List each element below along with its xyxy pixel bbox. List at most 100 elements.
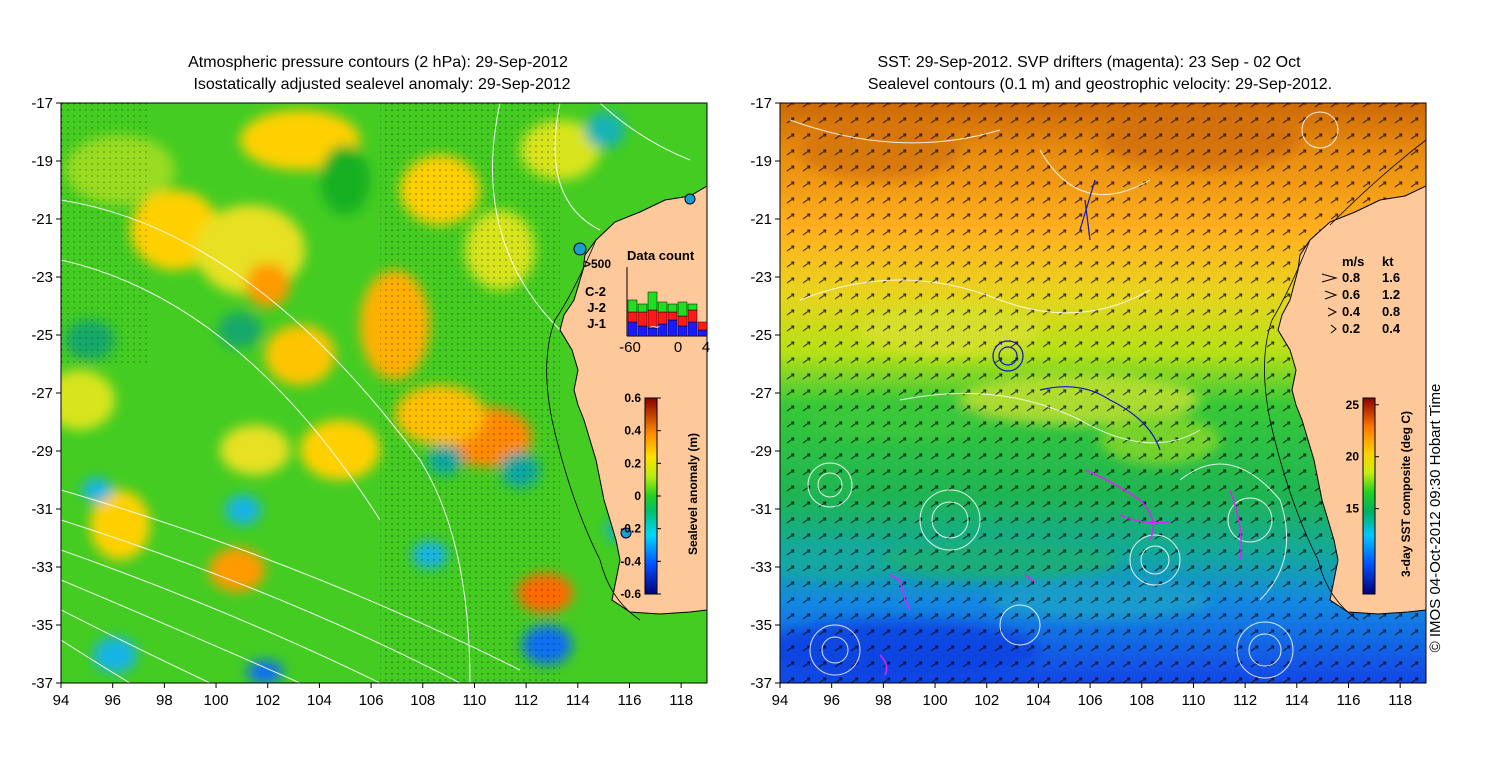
right-lon-tick-label: 114: [1285, 692, 1309, 709]
data-count-bar-segment: [677, 301, 688, 317]
right-lat-tick-label: -37: [750, 675, 772, 692]
left-lon-tick-label: 114: [566, 692, 590, 709]
sst-map: [780, 103, 1426, 683]
left-lat-tick-label: -27: [31, 385, 53, 402]
pressure-contours: [61, 103, 691, 683]
right-title-line2: Sealevel contours (0.1 m) and geostrophi…: [868, 76, 1332, 93]
right-lat-tick-label: -35: [750, 617, 772, 634]
right-panel: SST: 29-Sep-2012. SVP drifters (magenta)…: [779, 54, 1444, 684]
data-count-bar-segment: [637, 311, 648, 327]
right-lon-tick-label: 106: [1078, 692, 1103, 709]
right-title-line1: SST: 29-Sep-2012. SVP drifters (magenta)…: [877, 54, 1301, 71]
left-lon-tick-label: 112: [514, 692, 538, 709]
left-lon-tick-label: 110: [462, 692, 486, 709]
sla-colorbar-ticks: 0.6 0.4 0.2 0 -0.2 -0.4 -0.6: [620, 391, 661, 601]
right-lon-tick-label: 116: [1337, 692, 1361, 709]
velocity-legend: m/s kt 0.8 1.6 0.6 1.2 0.4 0.8 0.2 0.4: [1321, 254, 1401, 336]
data-count-tick-2: 0: [674, 339, 682, 356]
right-lon-tick-label: 104: [1026, 692, 1051, 709]
velocity-kt-value: 0.8: [1382, 304, 1400, 319]
right-lon-tick-label: 100: [923, 692, 948, 709]
australia-land-right: [1277, 185, 1426, 615]
left-title-line1: Atmospheric pressure contours (2 hPa): 2…: [188, 54, 568, 71]
left-lat-tick-label: -33: [31, 559, 53, 576]
right-lon-tick-label: 108: [1129, 692, 1154, 709]
right-lat-tick-label: -27: [750, 385, 772, 402]
data-count-bar-segment: [627, 321, 638, 337]
sla-colorbar-label: Sealevel anomaly (m): [686, 433, 700, 555]
sla-colorbar: 0.6 0.4 0.2 0 -0.2 -0.4 -0.6 Sealevel anomaly …: [620, 391, 700, 601]
legend-j1: J-1: [587, 316, 606, 331]
sst-ticks-label: 15: [1346, 502, 1360, 516]
data-count-tick-1: -60: [619, 339, 641, 356]
left-lon-tick-label: 108: [410, 692, 435, 709]
left-lon-tick-label: 116: [618, 692, 642, 709]
sla-ticks-label: 0.2: [624, 456, 641, 470]
velocity-ms-value: 0.8: [1342, 270, 1360, 285]
velocity-arrow-icon: [1324, 290, 1338, 300]
velocity-arrow-icon: [1330, 324, 1337, 334]
left-lat-tick-label: -23: [31, 269, 53, 286]
right-lat-tick-label: -25: [750, 327, 772, 344]
sla-ticks-label: 0.4: [624, 424, 641, 438]
left-lon-tick-label: 104: [307, 692, 332, 709]
left-lon-tick-label: 102: [255, 692, 280, 709]
left-lon-tick-label: 100: [204, 692, 229, 709]
velocity-legend-kt-header: kt: [1382, 254, 1394, 269]
data-count-bar-segment: [627, 311, 638, 323]
left-lat-tick-label: -35: [31, 617, 53, 634]
sst-ticks-label: 25: [1346, 398, 1360, 412]
data-count-bar-segment: [687, 321, 698, 337]
sealevel-contours: [789, 111, 1339, 679]
depth-label: >500: [584, 257, 611, 271]
credit-text: © IMOS 04-Oct-2012 09:30 Hobart Time: [1427, 384, 1444, 653]
left-lat-tick-label: -17: [31, 95, 53, 112]
left-lat-tick-label: -21: [31, 211, 53, 228]
data-count-bar-segment: [657, 301, 668, 313]
sla-ticks-label: 0: [634, 489, 641, 503]
data-count-tick-3: 4: [702, 339, 710, 356]
velocity-kt-value: 0.4: [1382, 321, 1401, 336]
data-count-bar-segment: [687, 303, 698, 311]
left-panel: Atmospheric pressure contours (2 hPa): 2…: [60, 54, 710, 684]
left-lat-tick-label: -37: [31, 675, 53, 692]
data-count-bar-segment: [687, 309, 698, 323]
left-lon-tick-label: 118: [669, 692, 693, 709]
current-eddies: [992, 179, 1161, 451]
data-count-bar-segment: [697, 329, 708, 337]
right-lon-tick-label: 110: [1181, 692, 1205, 709]
velocity-arrow-icon: [1327, 307, 1338, 317]
data-count-bar-segment: [637, 303, 648, 313]
data-count-bar-segment: [697, 321, 708, 331]
velocity-kt-value: 1.6: [1382, 270, 1400, 285]
sst-ticks-label: 20: [1346, 450, 1360, 464]
svp-drifter-tracks: [879, 469, 1242, 676]
sealevel-anomaly-map: >500: [61, 103, 707, 683]
right-lon-tick-label: 96: [823, 692, 840, 709]
sla-ticks-label: -0.2: [620, 522, 641, 536]
right-lat-tick-label: -33: [750, 559, 772, 576]
right-lon-tick-label: 112: [1233, 692, 1257, 709]
data-count-title: Data count: [627, 248, 695, 263]
legend-j2: J-2: [587, 300, 606, 315]
left-lon-tick-label: 94: [53, 692, 70, 709]
sst-colorbar-ticks: 25 20 15: [1346, 398, 1379, 516]
velocity-kt-value: 1.2: [1382, 287, 1400, 302]
data-count-bar-segment: [637, 325, 648, 337]
data-count-bars: [627, 291, 708, 337]
left-title-line2: Isostatically adjusted sealevel anomaly:…: [193, 76, 570, 93]
australia-land: [559, 185, 707, 615]
data-count-bar-segment: [627, 299, 638, 313]
data-count-inset: Data count ⁓ -60 0 4 C-2 J-2 J-1: [585, 248, 710, 356]
data-count-bar-segment: [667, 303, 678, 313]
left-lat-tick-label: -29: [31, 443, 53, 460]
velocity-arrow-icon: [1321, 273, 1338, 283]
sla-ticks-label: 0.6: [624, 391, 641, 405]
left-lon-tick-label: 106: [359, 692, 384, 709]
right-lat-tick-label: -29: [750, 443, 772, 460]
legend-c2: C-2: [585, 284, 606, 299]
velocity-legend-rows: 0.8 1.6 0.6 1.2 0.4 0.8 0.2 0.4: [1321, 270, 1401, 336]
velocity-ms-value: 0.4: [1342, 304, 1361, 319]
sla-ticks-label: -0.6: [620, 587, 641, 601]
